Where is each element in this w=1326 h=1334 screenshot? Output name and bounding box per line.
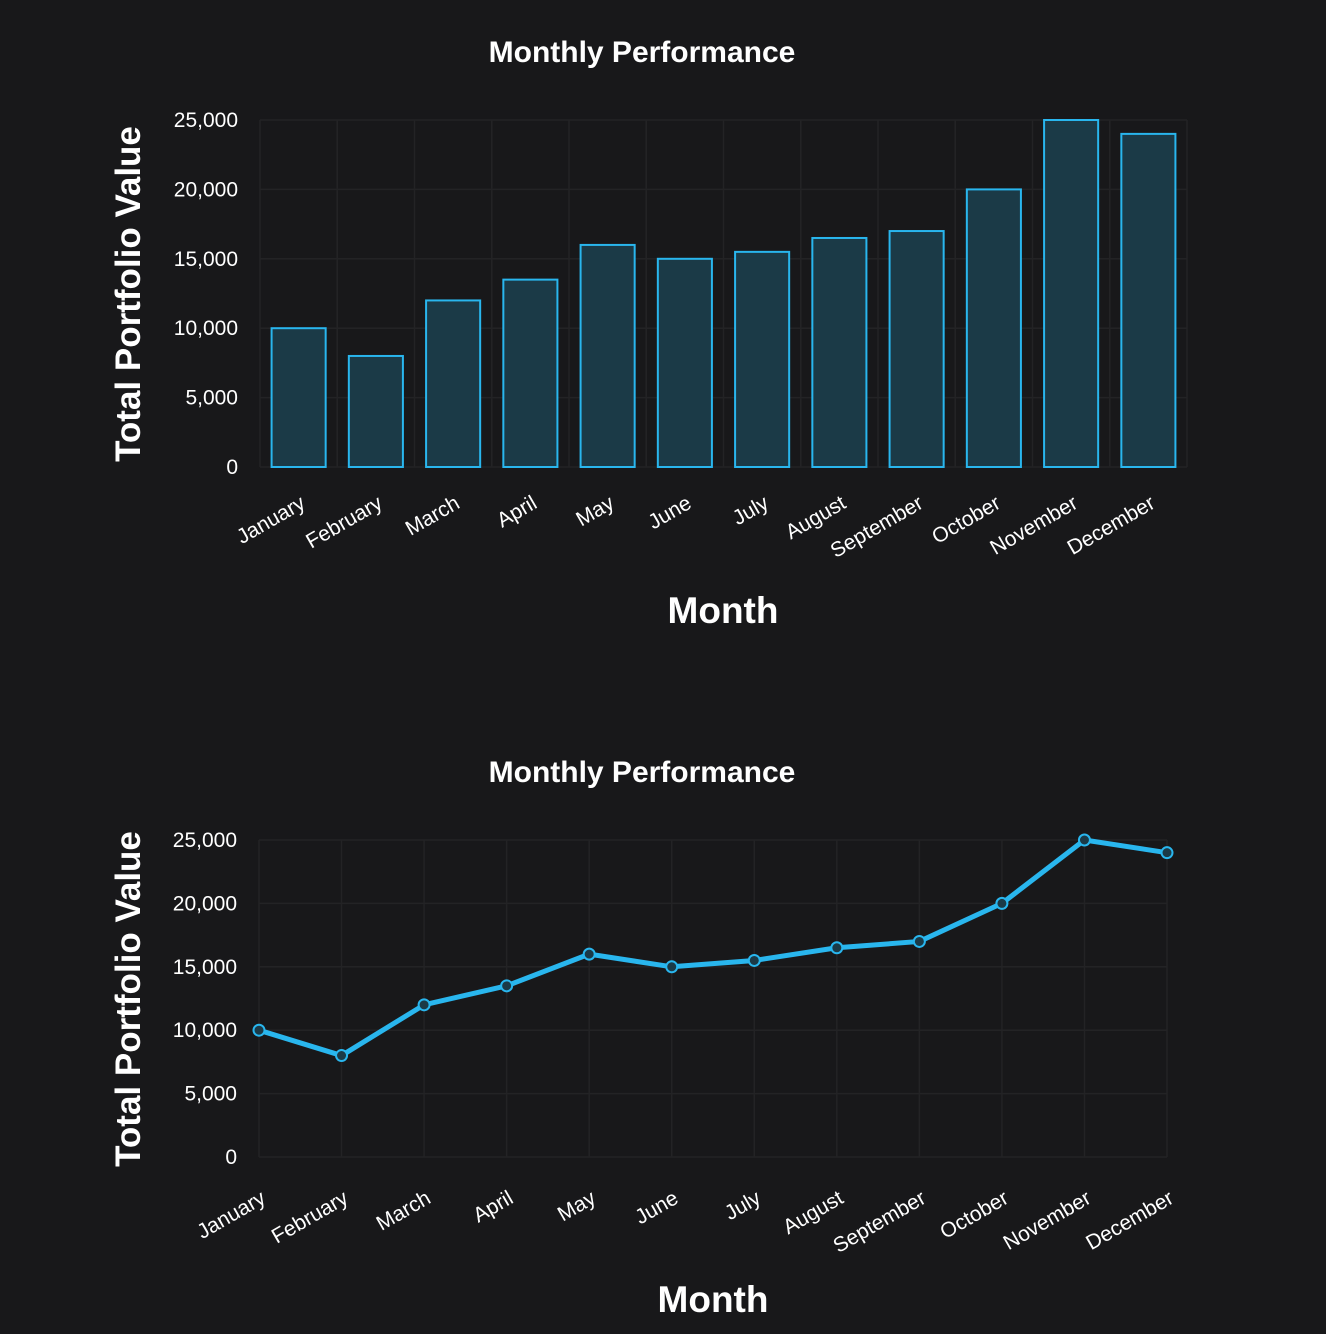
bar-chart-grid	[259, 119, 1188, 468]
series-line	[256, 837, 1170, 1059]
y-tick-label: 25,000	[173, 829, 237, 852]
point-august	[830, 941, 844, 955]
point-november	[1077, 833, 1091, 847]
bar-october	[965, 188, 1022, 468]
y-tick-label: 15,000	[174, 248, 238, 271]
bar-september	[888, 230, 945, 468]
bar-january	[270, 327, 327, 469]
y-tick-label: 25,000	[174, 109, 238, 132]
bar-chart-title: Monthly Performance	[489, 36, 796, 69]
y-tick-label: 20,000	[174, 178, 238, 201]
y-tick-label: 0	[225, 1146, 237, 1169]
bar-chart-y-ticks: 0 5,000 10,000 15,000 20,000 25,000	[174, 109, 238, 479]
bar-july	[734, 250, 791, 468]
bar-may	[579, 243, 636, 468]
line-chart-y-axis-label: Total Portfolio Value	[109, 831, 148, 1167]
y-tick-label: 0	[226, 456, 238, 479]
y-tick-label: 20,000	[173, 892, 237, 915]
point-march	[417, 998, 431, 1012]
point-september	[912, 934, 926, 948]
bar-chart-y-axis-label: Total Portfolio Value	[109, 126, 148, 462]
y-tick-label: 15,000	[173, 956, 237, 979]
line-chart-grid	[258, 839, 1168, 1158]
bar-february	[347, 354, 404, 468]
y-tick-label: 10,000	[174, 317, 238, 340]
line-chart-y-ticks: 0 5,000 10,000 15,000 20,000 25,000	[173, 829, 237, 1169]
point-may	[582, 947, 596, 961]
bar-chart-x-axis-label: Month	[668, 590, 779, 631]
point-january	[252, 1023, 266, 1037]
bar-june	[656, 257, 713, 468]
point-july	[747, 953, 761, 967]
bar-april	[502, 278, 559, 468]
bar-chart-bars	[270, 119, 1177, 469]
line-chart-title: Monthly Performance	[489, 756, 796, 789]
point-june	[665, 960, 679, 974]
bar-december	[1120, 132, 1177, 468]
y-tick-label: 5,000	[185, 387, 238, 410]
bar-march	[425, 299, 482, 468]
line-chart-series	[252, 833, 1174, 1063]
point-april	[500, 979, 514, 993]
point-february	[335, 1049, 349, 1063]
y-tick-label: 10,000	[173, 1019, 237, 1042]
bar-august	[811, 236, 868, 468]
point-december	[1160, 846, 1174, 860]
point-october	[995, 896, 1009, 910]
y-tick-label: 5,000	[184, 1083, 237, 1106]
bar-november	[1043, 119, 1100, 468]
line-chart-x-axis-label: Month	[658, 1279, 769, 1320]
